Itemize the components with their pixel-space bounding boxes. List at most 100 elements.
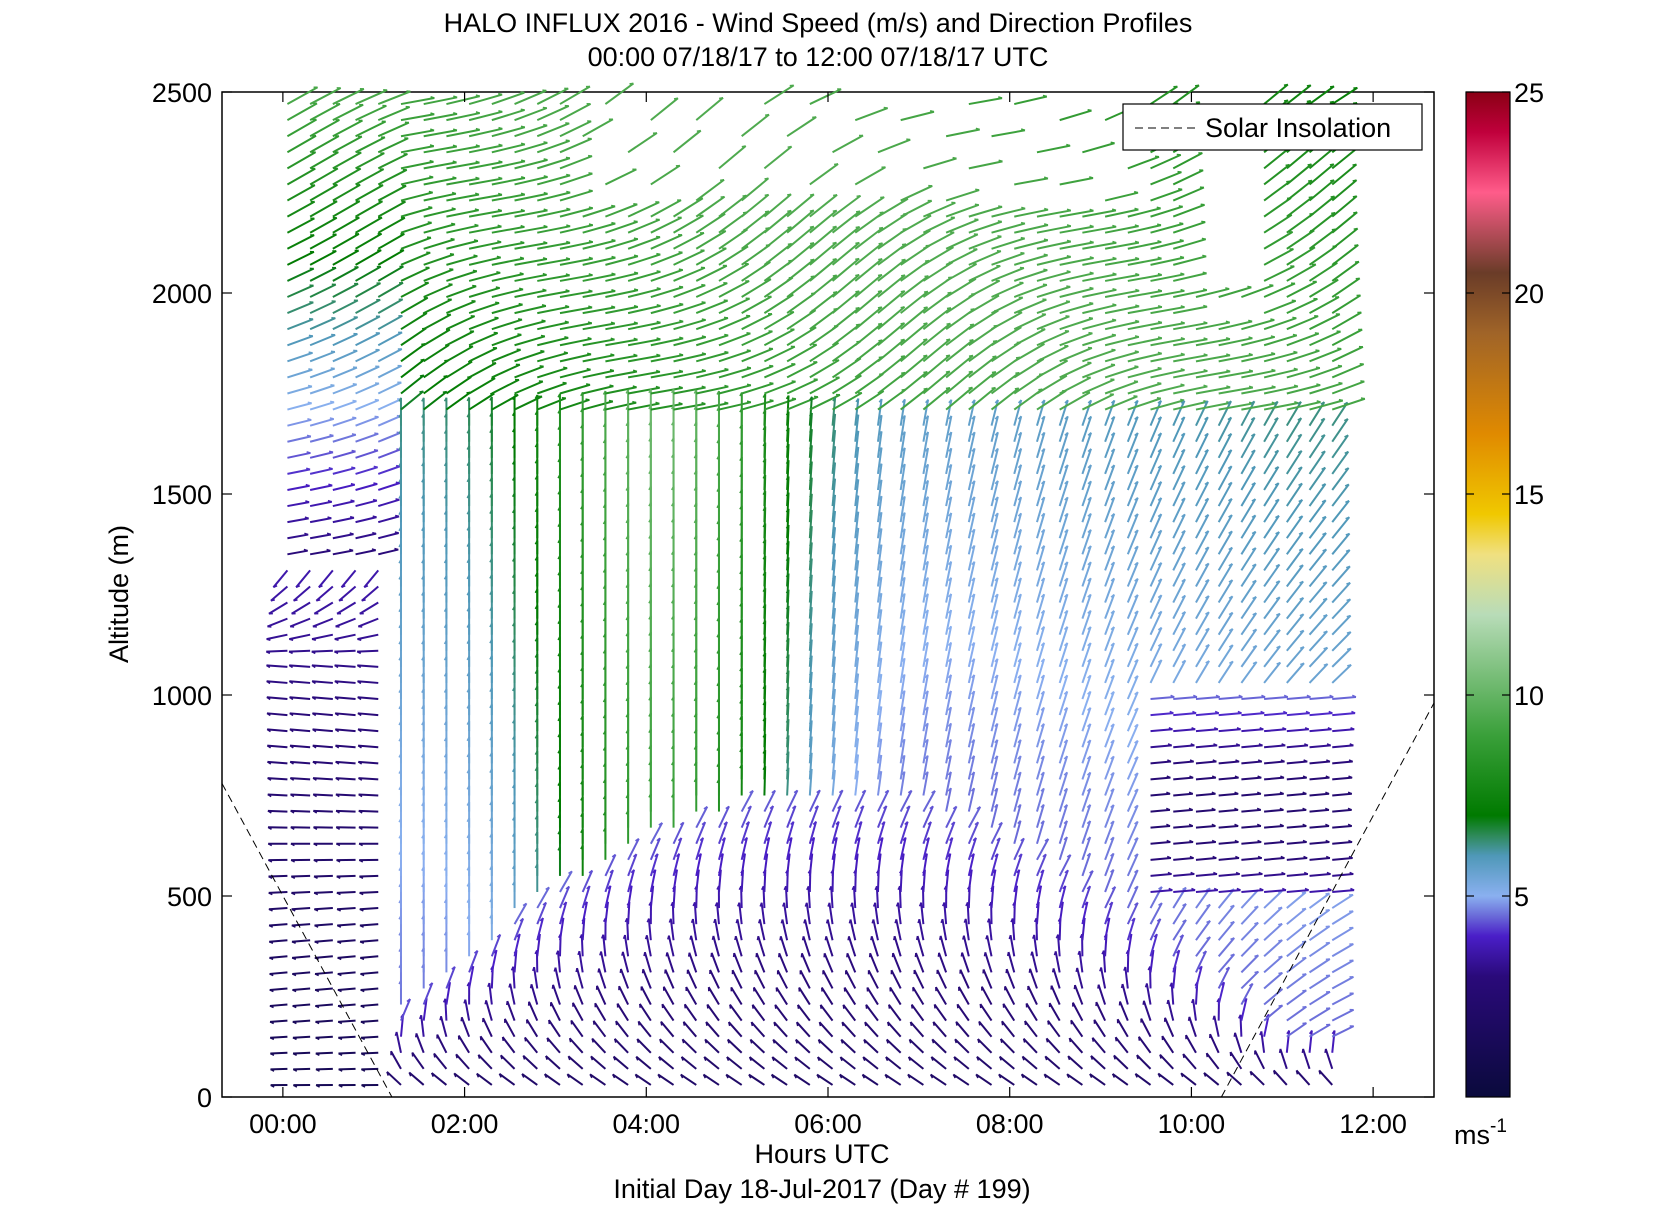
wind-barb-head bbox=[701, 385, 706, 389]
wind-barb-head bbox=[451, 222, 456, 225]
wind-barb-head bbox=[947, 674, 952, 679]
wind-barb bbox=[808, 704, 813, 732]
wind-barb bbox=[1058, 820, 1068, 845]
wind-barb-head bbox=[1235, 759, 1240, 763]
wind-barb-head bbox=[1040, 626, 1045, 630]
wind-barb bbox=[1217, 530, 1233, 555]
wind-barb-head bbox=[327, 516, 332, 519]
wind-barb bbox=[854, 273, 883, 298]
wind-barb bbox=[1059, 391, 1091, 411]
wind-barb bbox=[831, 559, 837, 587]
wind-barb bbox=[1013, 804, 1022, 828]
wind-barb-head bbox=[795, 1039, 798, 1044]
wind-barb bbox=[514, 335, 546, 347]
wind-barb bbox=[332, 88, 365, 105]
wind-barb bbox=[876, 495, 883, 523]
wind-barb-head bbox=[948, 415, 952, 420]
wind-barb-head bbox=[1032, 934, 1035, 939]
wind-barb-head bbox=[991, 371, 996, 374]
wind-barb-head bbox=[690, 918, 694, 923]
wind-barb bbox=[1241, 402, 1276, 411]
wind-barb-head bbox=[543, 141, 548, 144]
wind-barb bbox=[355, 382, 380, 395]
wind-barb-head bbox=[472, 284, 477, 287]
wind-barb-head bbox=[680, 1074, 684, 1079]
wind-barb bbox=[667, 935, 675, 957]
wind-barb bbox=[922, 755, 929, 780]
wind-barb-head bbox=[517, 318, 523, 321]
wind-barb bbox=[718, 837, 726, 861]
wind-barb bbox=[512, 966, 516, 989]
wind-barb bbox=[559, 172, 593, 186]
wind-barb bbox=[311, 664, 333, 668]
wind-barb bbox=[287, 517, 309, 524]
wind-barb-head bbox=[1134, 626, 1139, 631]
wind-barb-head bbox=[923, 371, 928, 374]
wind-barb-head bbox=[992, 355, 997, 358]
wind-barb-head bbox=[496, 271, 501, 274]
wind-barb bbox=[1036, 610, 1046, 635]
wind-barb bbox=[332, 433, 357, 443]
wind-barb bbox=[945, 755, 952, 780]
wind-barb-head bbox=[1063, 674, 1068, 679]
wind-barb bbox=[877, 338, 906, 363]
wind-barb-head bbox=[1111, 208, 1117, 212]
wind-barb bbox=[922, 415, 930, 442]
wind-barb-head bbox=[1166, 775, 1171, 779]
wind-barb bbox=[1241, 352, 1276, 363]
wind-barb bbox=[867, 969, 879, 989]
wind-barb-head bbox=[363, 585, 369, 589]
wind-barb-head bbox=[1189, 759, 1195, 763]
wind-barb-head bbox=[1020, 236, 1025, 240]
wind-barb-head bbox=[633, 254, 639, 257]
wind-barb bbox=[289, 744, 311, 749]
wind-barb bbox=[672, 869, 679, 893]
wind-barb bbox=[876, 398, 883, 426]
wind-barb-head bbox=[1134, 658, 1139, 663]
wind-barb-head bbox=[749, 1039, 753, 1044]
wind-barb bbox=[1127, 352, 1162, 363]
wind-barb-head bbox=[1206, 903, 1211, 907]
wind-barb-head bbox=[994, 690, 999, 695]
wind-barb-head bbox=[289, 777, 295, 781]
wind-barb-head bbox=[971, 561, 976, 566]
wind-barb bbox=[268, 601, 288, 615]
wind-barb-head bbox=[1087, 626, 1092, 631]
wind-barb-head bbox=[947, 755, 952, 760]
wind-barb bbox=[922, 231, 955, 250]
wind-barb bbox=[1104, 836, 1115, 861]
wind-barb bbox=[1195, 808, 1216, 813]
wind-barb-head bbox=[900, 322, 905, 325]
wind-barb bbox=[1195, 611, 1210, 636]
wind-barb bbox=[582, 369, 615, 379]
wind-barb bbox=[1150, 857, 1171, 861]
wind-barb bbox=[945, 642, 953, 668]
wind-barb bbox=[377, 431, 401, 443]
wind-barb bbox=[1104, 289, 1140, 299]
wind-barb-head bbox=[1227, 400, 1232, 405]
wind-barb bbox=[990, 771, 999, 796]
wind-barb-head bbox=[1153, 933, 1158, 938]
wind-barb bbox=[636, 1038, 652, 1054]
wind-barb-head bbox=[840, 1039, 844, 1044]
wind-barb bbox=[415, 1033, 425, 1054]
wind-barb bbox=[809, 241, 838, 266]
wind-barb bbox=[1188, 1016, 1197, 1038]
wind-barb bbox=[360, 1019, 379, 1023]
wind-barb bbox=[854, 624, 860, 651]
wind-barb-head bbox=[1021, 206, 1026, 210]
wind-barb bbox=[1126, 707, 1139, 732]
wind-barb bbox=[899, 790, 913, 813]
wind-barb-head bbox=[1079, 933, 1083, 939]
wind-barb-head bbox=[1202, 271, 1207, 274]
wind-barb bbox=[1218, 353, 1253, 363]
wind-barb bbox=[854, 770, 860, 796]
wind-barb bbox=[1195, 337, 1231, 347]
wind-barb bbox=[1172, 659, 1187, 684]
wind-barb bbox=[945, 189, 980, 202]
wind-barb bbox=[1229, 1051, 1243, 1070]
wind-barb-head bbox=[597, 968, 600, 973]
wind-barb-head bbox=[848, 919, 852, 924]
wind-barb-head bbox=[1211, 807, 1216, 811]
wind-barb-head bbox=[633, 288, 639, 291]
